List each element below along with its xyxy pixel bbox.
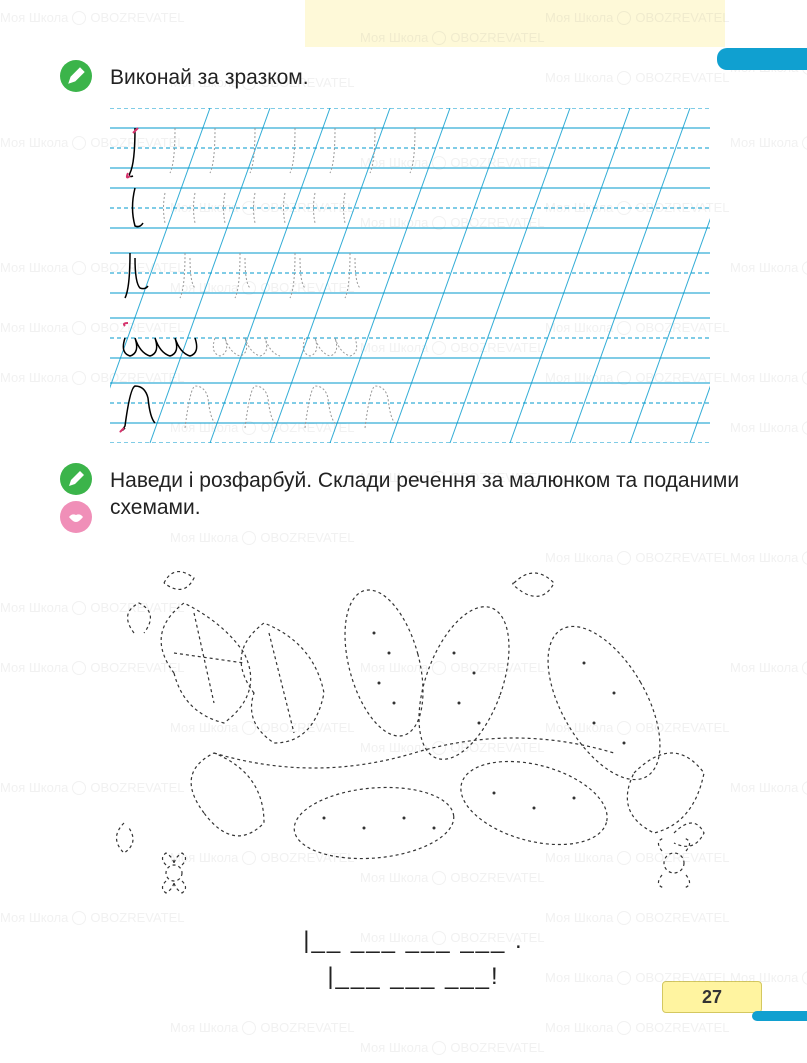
task-1: Виконай за зразком. [60,60,767,92]
lips-icon [60,501,92,533]
bottom-accent [752,1011,807,1021]
page-content: Виконай за зразком. [0,0,807,995]
coloring-drawing [114,553,714,903]
sentence-schemas: |__ ___ ___ ___ . |___ ___ ___! [60,923,767,995]
handwriting-practice-area [110,108,710,443]
schema-line-2: |___ ___ ___! [60,959,767,995]
task-2-text: Наведи і розфарбуй. Склади речення за ма… [110,463,767,522]
pencil-icon [60,463,92,495]
schema-line-1: |__ ___ ___ ___ . [60,923,767,959]
task-2: Наведи і розфарбуй. Склади речення за ма… [60,463,767,533]
task-1-text: Виконай за зразком. [110,60,309,91]
pencil-icon [60,60,92,92]
